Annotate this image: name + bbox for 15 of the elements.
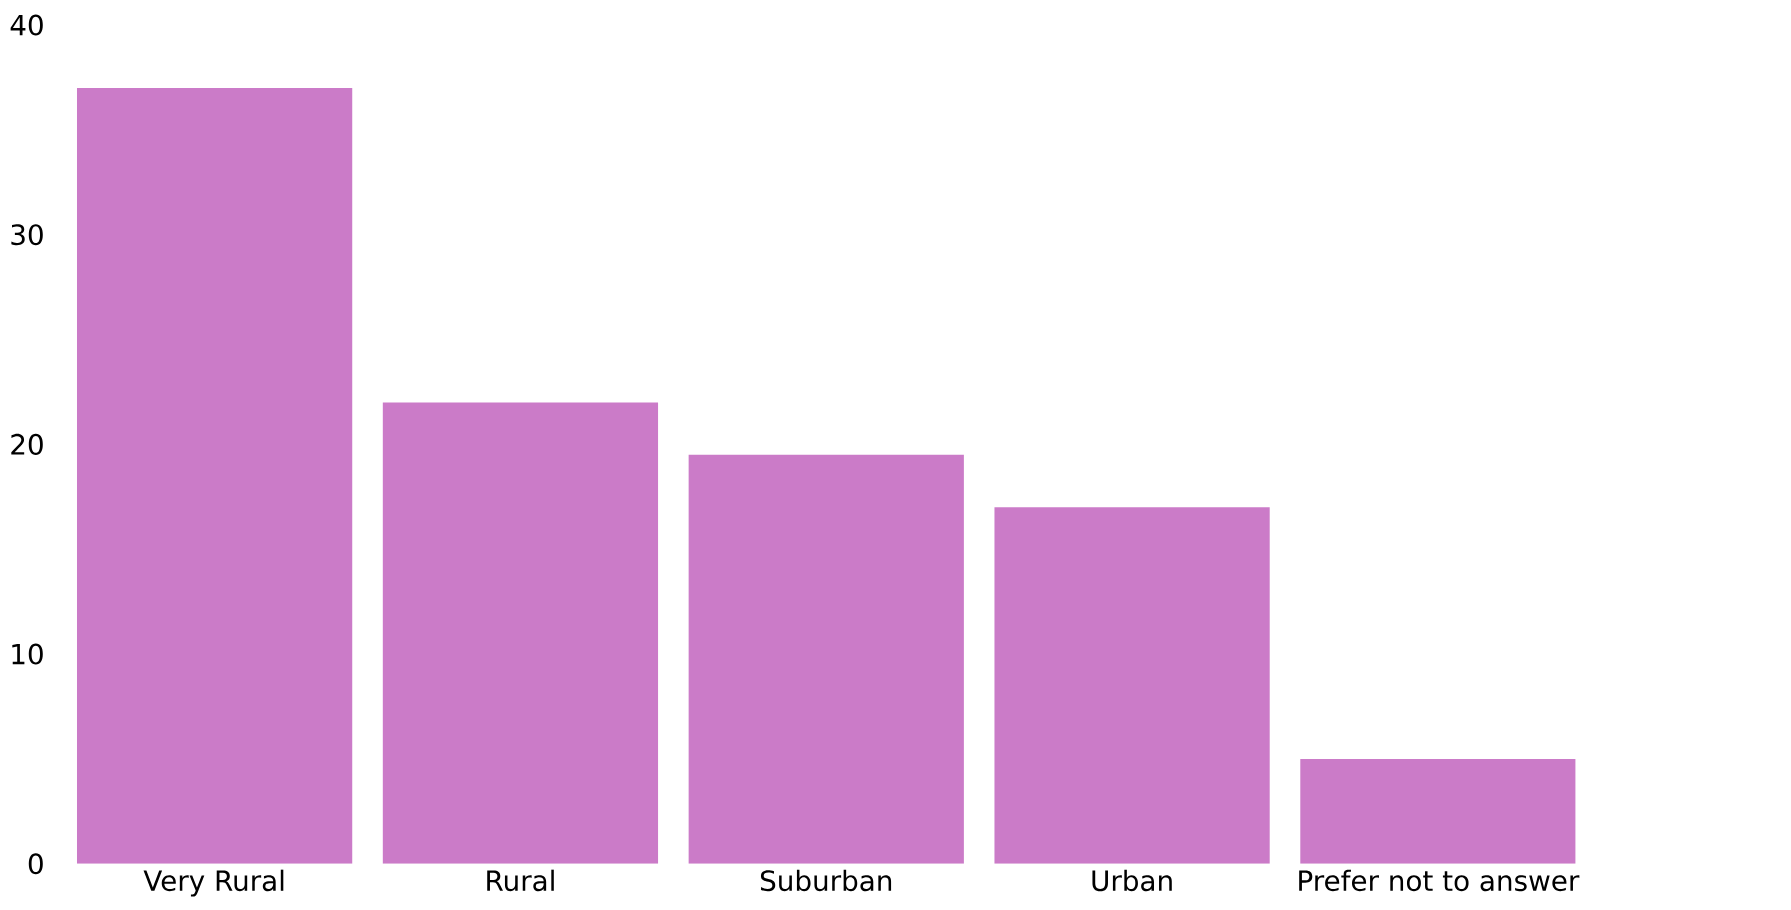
y-tick-label: 40 bbox=[10, 14, 43, 36]
bar bbox=[994, 507, 1270, 864]
x-tick-label: Rural bbox=[487, 869, 554, 892]
bar bbox=[1300, 758, 1576, 864]
bar bbox=[688, 454, 964, 864]
x-tick-label: Suburban bbox=[760, 869, 892, 892]
bar bbox=[382, 402, 659, 864]
bar bbox=[76, 87, 353, 864]
x-tick-label: Urban bbox=[1092, 869, 1172, 892]
y-tick-label: 10 bbox=[12, 643, 43, 665]
y-tick-label: 30 bbox=[11, 224, 43, 246]
y-tick-label: 0 bbox=[28, 853, 43, 875]
x-tick-label: Very Rural bbox=[143, 869, 284, 897]
y-tick-label: 20 bbox=[11, 433, 43, 455]
x-tick-label: Prefer not to answer bbox=[1299, 869, 1580, 892]
